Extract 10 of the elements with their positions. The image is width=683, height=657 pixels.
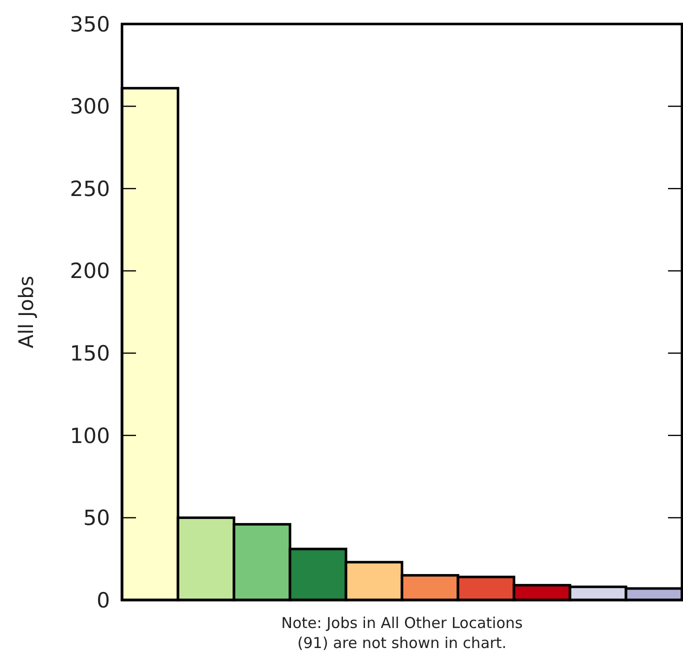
text: Note: Jobs in All Other Locations (91) are not shown in chart. — [281, 614, 523, 652]
y-tick-label: 0 — [96, 588, 110, 612]
y-tick-label: 50 — [83, 506, 110, 530]
y-tick-label: 100 — [70, 424, 110, 448]
y-tick-label: 200 — [70, 259, 110, 284]
y-tick-label: 350 — [70, 12, 110, 36]
y-tick-label: 250 — [70, 176, 110, 201]
y-axis-title: All Jobs — [14, 276, 38, 348]
y-tick-label: 150 — [70, 341, 110, 366]
y-tick-label: 300 — [70, 94, 110, 119]
